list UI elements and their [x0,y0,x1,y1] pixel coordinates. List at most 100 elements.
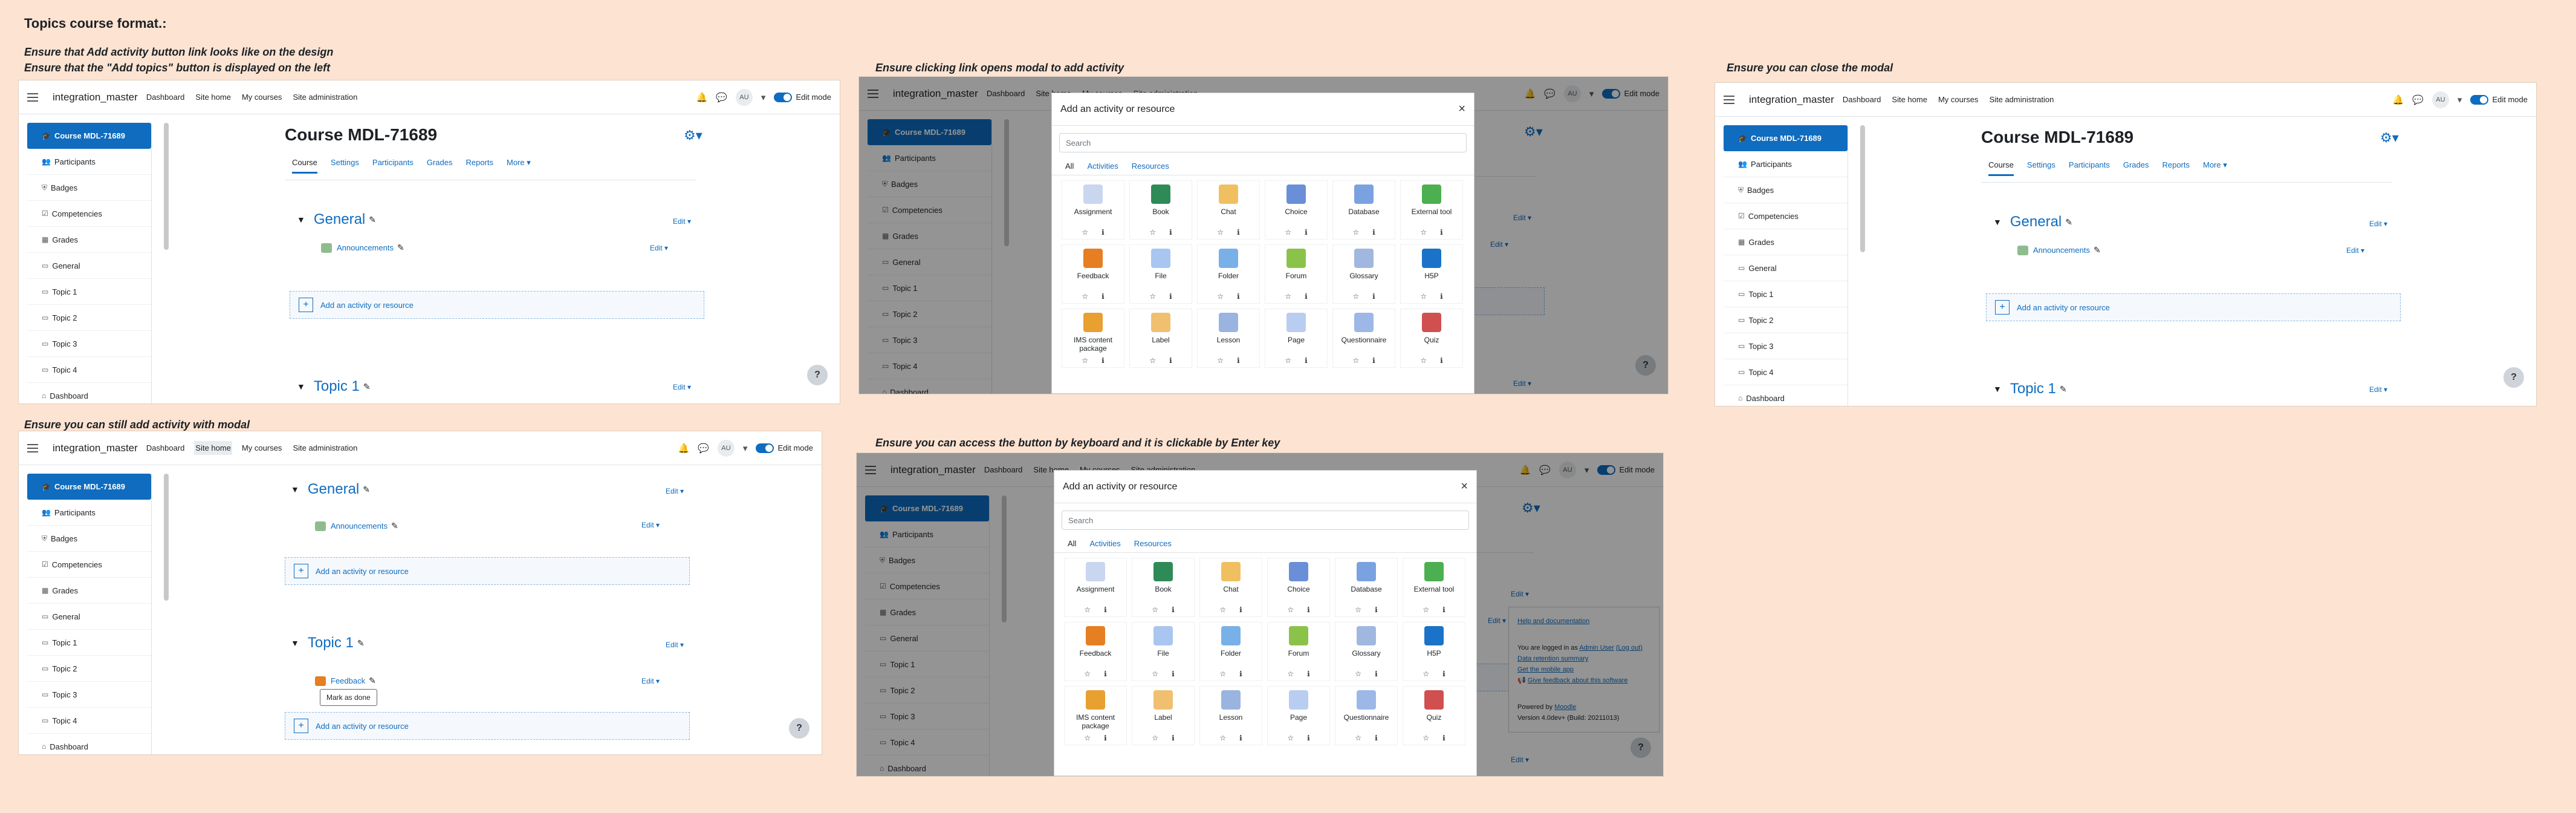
site-name[interactable]: integration_master [53,442,138,454]
module-item[interactable]: Feedback ☆ ℹ [1064,622,1127,681]
drawer-topic-2[interactable]: ▭ Topic 2 [868,301,991,327]
drawer-grades[interactable]: ▦ Grades [868,223,991,249]
tab-resources[interactable]: Resources [1131,162,1169,171]
tab-more[interactable]: More ▾ [507,158,531,167]
module-item[interactable]: IMS content package ☆ ℹ [1062,309,1124,368]
drawer-topic-1[interactable]: ▭ Topic 1 [865,651,989,678]
info-icon[interactable]: ℹ [1169,228,1172,237]
add-activity-button[interactable]: +Add an activity or resource [285,557,690,585]
menu-icon[interactable] [27,443,38,452]
module-item[interactable]: Forum ☆ ℹ [1267,622,1330,681]
tab-settings[interactable]: Settings [2026,160,2055,169]
drawer-grades[interactable]: ▦ Grades [27,578,151,604]
star-icon[interactable]: ☆ [1149,356,1157,365]
module-item[interactable]: H5P ☆ ℹ [1400,244,1463,304]
star-icon[interactable]: ☆ [1084,734,1091,742]
section-edit-menu[interactable]: Edit ▾ [666,641,684,649]
module-item[interactable]: External tool ☆ ℹ [1403,558,1465,617]
drawer-dashboard[interactable]: ⌂ Dashboard [868,379,991,394]
add-activity-button[interactable]: +Add an activity or resource [290,291,704,319]
tab-reports[interactable]: Reports [466,158,493,167]
tab-activities[interactable]: Activities [1087,162,1118,171]
pencil-icon[interactable]: ✎ [391,521,398,531]
info-icon[interactable]: ℹ [1169,356,1172,365]
activity-edit-menu[interactable]: Edit ▾ [2346,246,2365,255]
drawer-topic-3[interactable]: ▭ Topic 3 [1724,333,1848,359]
module-item[interactable]: Label ☆ ℹ [1129,309,1192,368]
star-icon[interactable]: ☆ [1149,292,1157,301]
edit-mode-toggle[interactable]: Edit mode [1597,465,1655,475]
section-general[interactable]: ▼General✎ [1993,214,2072,230]
tab-all[interactable]: All [1065,162,1074,171]
chevron-down-icon[interactable]: ▼ [291,638,299,648]
data-retention-link[interactable]: Data retention summary [1517,655,1589,662]
avatar[interactable]: AU [2432,91,2449,108]
star-icon[interactable]: ☆ [1149,228,1157,237]
edit-mode-toggle[interactable]: Edit mode [774,92,831,102]
pencil-icon[interactable]: ✎ [357,638,365,648]
nav-site-home[interactable]: Site home [1892,95,1927,104]
drawer-badges[interactable]: ⛨ Badges [1724,177,1848,203]
info-icon[interactable]: ℹ [1442,606,1445,614]
avatar[interactable]: AU [717,439,735,457]
module-item[interactable]: Glossary ☆ ℹ [1335,622,1398,681]
star-icon[interactable]: ☆ [1082,228,1089,237]
module-item[interactable]: Chat ☆ ℹ [1197,180,1260,240]
bell-icon[interactable]: 🔔 [1524,88,1536,99]
drawer-participants[interactable]: 👥 Participants [27,149,151,175]
tab-reports[interactable]: Reports [2162,160,2190,169]
mobile-app-link[interactable]: Get the mobile app [1517,666,1574,673]
drawer-topic-4[interactable]: ▭ Topic 4 [1724,359,1848,385]
info-icon[interactable]: ℹ [1172,606,1175,614]
menu-icon[interactable] [1724,95,1734,104]
info-icon[interactable]: ℹ [1305,356,1308,365]
star-icon[interactable]: ☆ [1285,292,1292,301]
nav-dashboard[interactable]: Dashboard [986,89,1025,98]
module-item[interactable]: Page ☆ ℹ [1267,686,1330,745]
star-icon[interactable]: ☆ [1420,228,1427,237]
drawer-topic-4[interactable]: ▭ Topic 4 [27,357,151,383]
drawer-topic-3[interactable]: ▭ Topic 3 [865,704,989,730]
nav-dashboard[interactable]: Dashboard [984,465,1023,474]
drawer-competencies[interactable]: ☑ Competencies [868,197,991,223]
close-icon[interactable]: × [1461,480,1468,493]
info-icon[interactable]: ℹ [1372,356,1375,365]
module-item[interactable]: Chat ☆ ℹ [1199,558,1262,617]
logout-link[interactable]: (Log out) [1615,644,1643,651]
drawer-topic-2[interactable]: ▭ Topic 2 [865,678,989,704]
info-icon[interactable]: ℹ [1237,356,1240,365]
tab-course[interactable]: Course [292,158,317,174]
info-icon[interactable]: ℹ [1307,670,1310,678]
toggle-switch[interactable] [756,443,774,453]
help-documentation-link[interactable]: Help and documentation [1517,618,1590,625]
activity-edit-menu[interactable]: Edit ▾ [641,677,660,685]
star-icon[interactable]: ☆ [1152,670,1159,678]
drawer-grades[interactable]: ▦ Grades [1724,229,1848,255]
star-icon[interactable]: ☆ [1352,356,1360,365]
star-icon[interactable]: ☆ [1152,734,1159,742]
chevron-down-icon[interactable]: ▼ [1993,217,2002,227]
chevron-down-icon[interactable]: ▾ [1589,88,1594,99]
star-icon[interactable]: ☆ [1420,292,1427,301]
activity-edit-menu[interactable]: Edit ▾ [650,244,669,252]
star-icon[interactable]: ☆ [1420,356,1427,365]
star-icon[interactable]: ☆ [1287,670,1294,678]
bell-icon[interactable]: 🔔 [2392,94,2404,105]
scrollbar[interactable] [164,474,169,601]
mark-as-done-button[interactable]: Mark as done [320,689,377,706]
tab-participants[interactable]: Participants [372,158,414,167]
drawer-competencies[interactable]: ☑ Competencies [27,201,151,227]
star-icon[interactable]: ☆ [1352,292,1360,301]
star-icon[interactable]: ☆ [1352,228,1360,237]
drawer-topic-1[interactable]: ▭ Topic 1 [1724,281,1848,307]
site-name[interactable]: integration_master [1749,93,1834,105]
section-edit-menu[interactable]: Edit ▾ [2369,385,2388,394]
info-icon[interactable]: ℹ [1101,356,1105,365]
chevron-down-icon[interactable]: ▾ [761,92,766,103]
drawer-participants[interactable]: 👥 Participants [27,500,151,526]
gear-icon[interactable]: ⚙▾ [1522,500,1540,515]
drawer-dashboard[interactable]: ⌂ Dashboard [865,756,989,776]
tab-grades[interactable]: Grades [426,158,453,167]
module-item[interactable]: Questionnaire ☆ ℹ [1335,686,1398,745]
nav-site-administration[interactable]: Site administration [293,443,358,452]
